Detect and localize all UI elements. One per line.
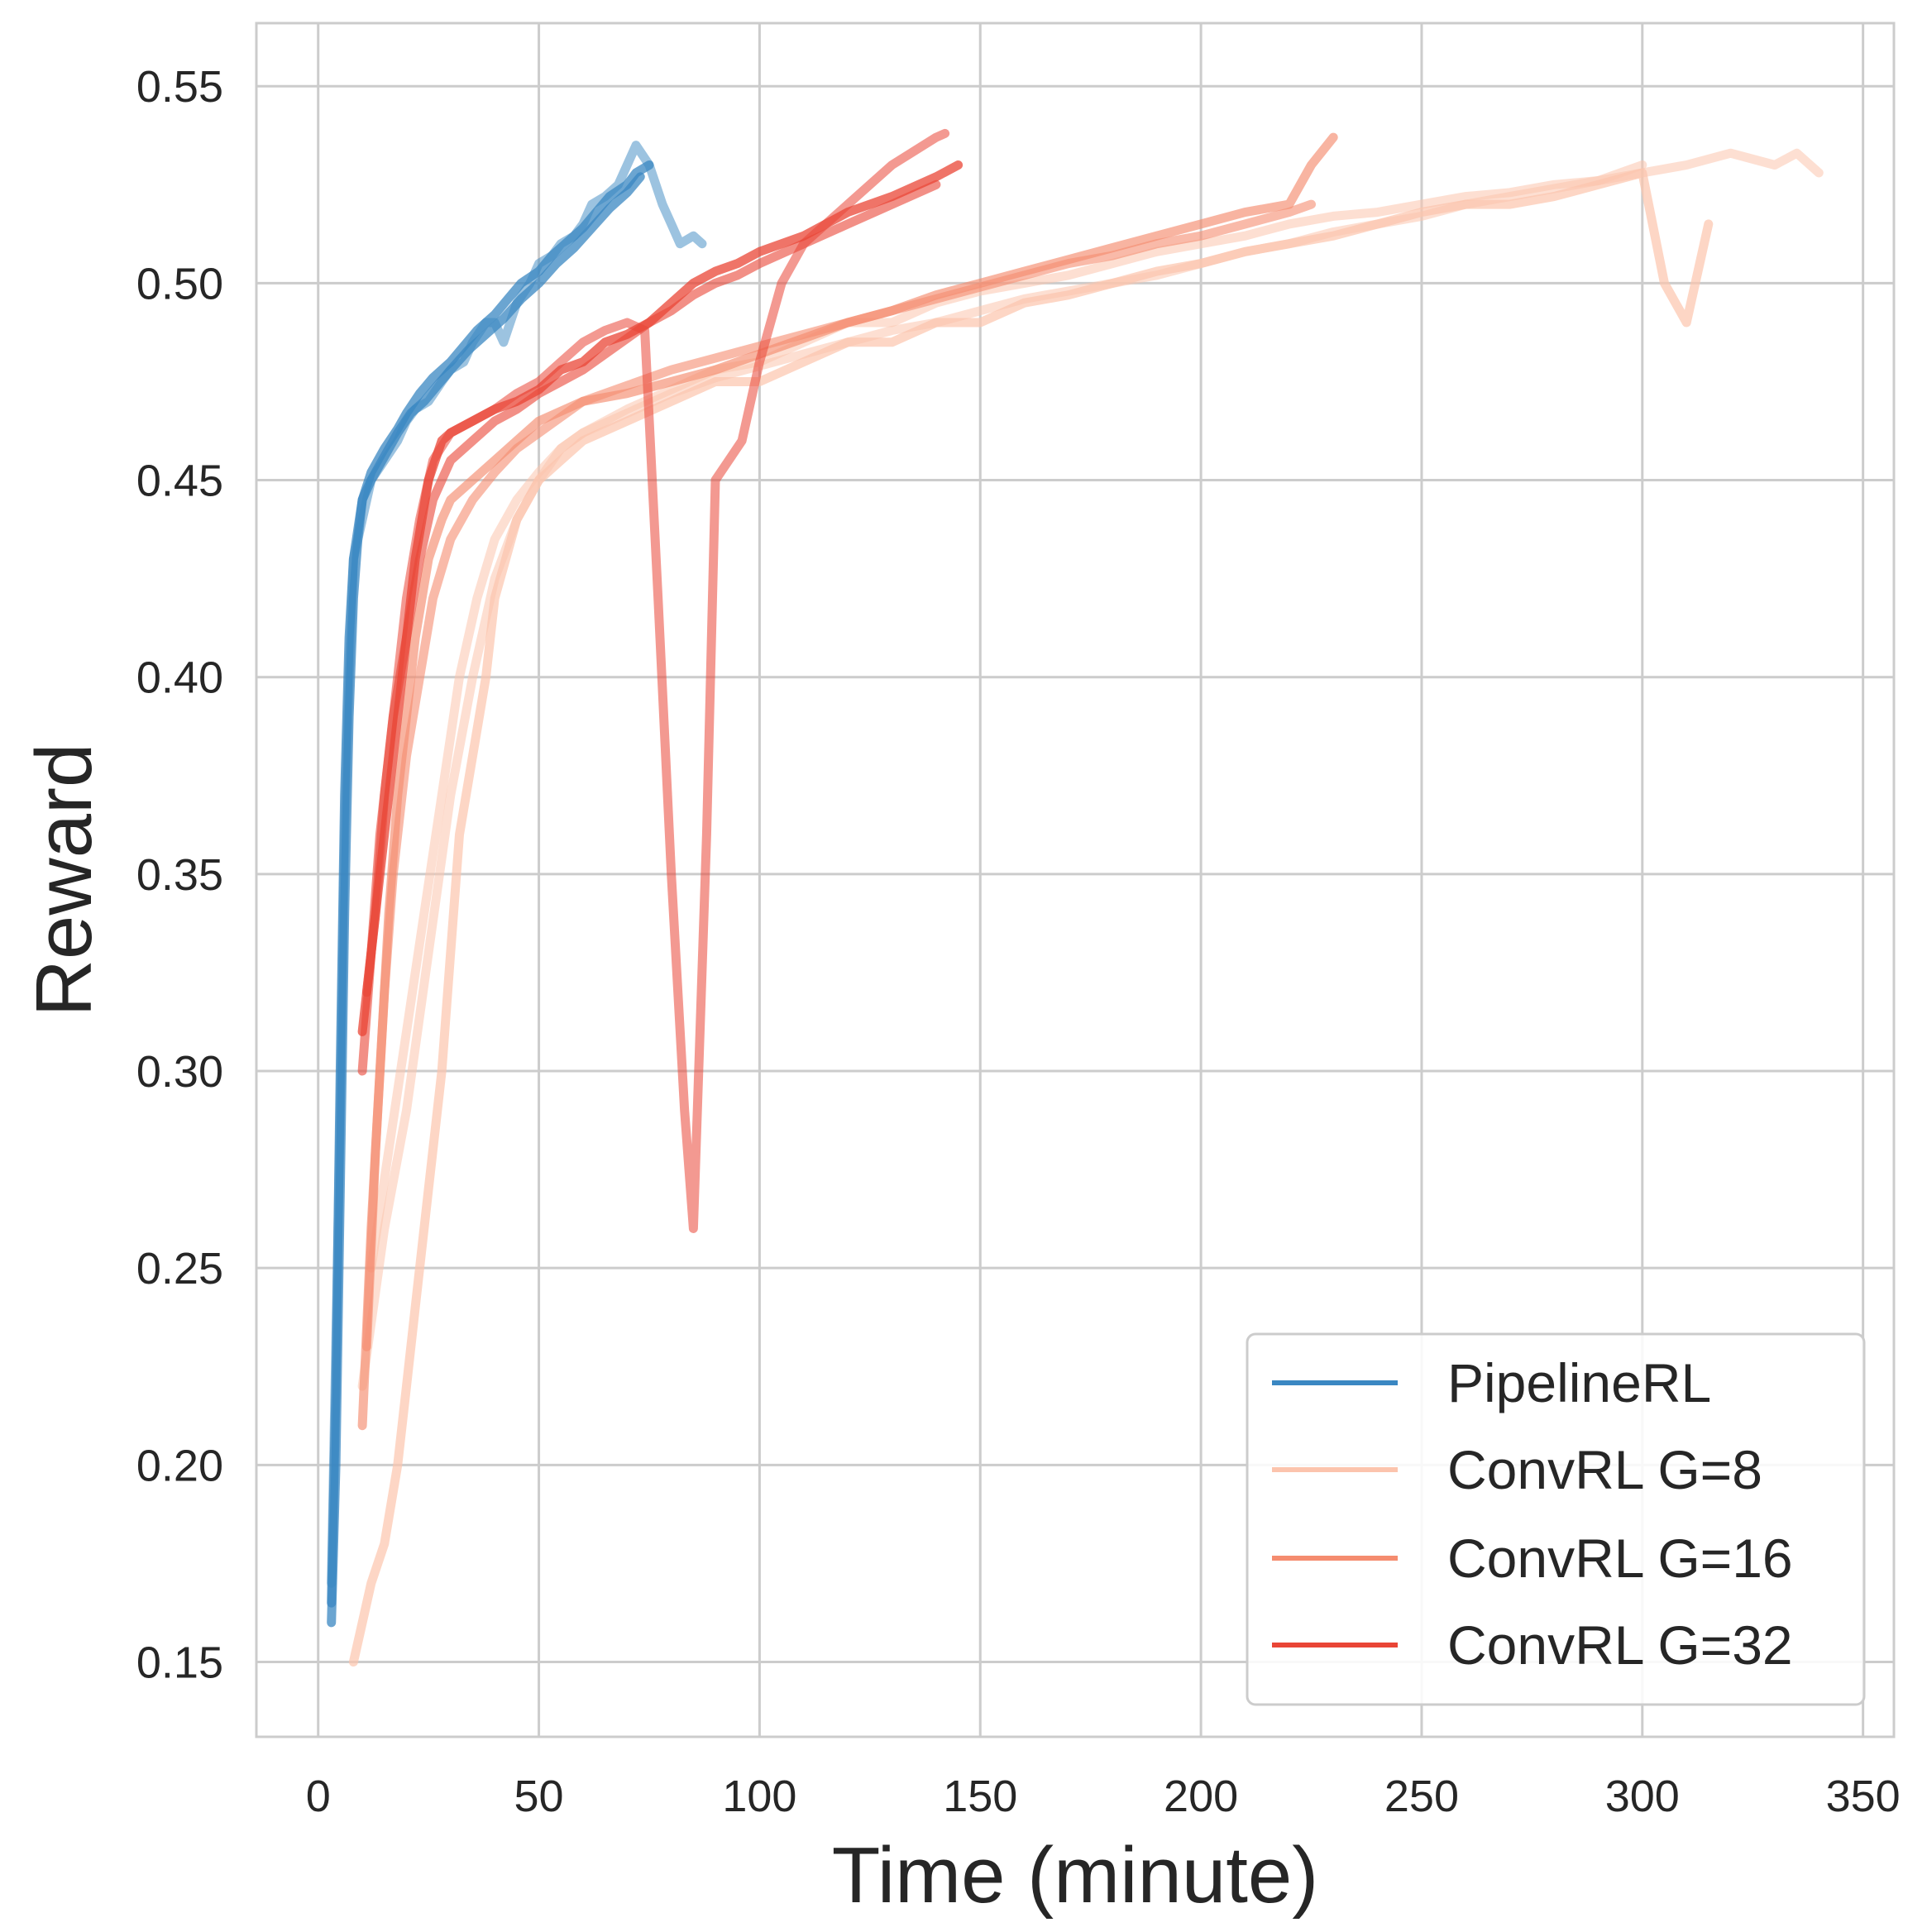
y-tick-label: 0.25: [136, 1244, 223, 1294]
y-axis-label: Reward: [20, 744, 108, 1017]
plot-lines: [327, 128, 1824, 1667]
x-axis-label: Time (minute): [832, 1831, 1319, 1920]
series-line-convrl-g-16-run-7: [361, 199, 1316, 1351]
plot-area-frame: [255, 22, 1896, 1738]
y-tick-label: 0.40: [136, 653, 223, 703]
x-tick-label: 200: [1164, 1772, 1238, 1821]
x-axis-ticks: 0 50 100 150 200 250 300 350: [306, 1772, 1901, 1821]
series-line-convrl-g-16-run-6: [357, 132, 1338, 1431]
x-tick-label: 250: [1384, 1772, 1459, 1821]
y-tick-label: 0.30: [136, 1047, 223, 1097]
x-tick-label: 0: [306, 1772, 331, 1821]
y-tick-label: 0.55: [136, 62, 223, 112]
series-line-convrl-g-8-run-5: [366, 160, 1647, 1273]
legend-label-pipelinerl: PipelineRL: [1447, 1352, 1711, 1413]
x-tick-label: 350: [1826, 1772, 1901, 1821]
y-axis-ticks: 0.15 0.20 0.25 0.30 0.35 0.40 0.45 0.50 0.55: [136, 62, 223, 1687]
legend-label-convrl-g32: ConvRL G=32: [1447, 1614, 1793, 1676]
y-tick-label: 0.20: [136, 1441, 223, 1490]
y-tick-label: 0.50: [136, 259, 223, 308]
x-tick-label: 150: [943, 1772, 1017, 1821]
x-tick-label: 300: [1605, 1772, 1680, 1821]
x-tick-label: 100: [722, 1772, 796, 1821]
y-tick-label: 0.15: [136, 1638, 223, 1687]
legend-label-convrl-g8: ConvRL G=8: [1447, 1439, 1762, 1500]
series-line-convrl-g-32-run-10: [357, 179, 941, 1076]
legend-box: [1246, 1332, 1866, 1706]
legend-label-convrl-g16: ConvRL G=16: [1447, 1528, 1793, 1589]
y-tick-label: 0.45: [136, 457, 223, 506]
legend: PipelineRL ConvRL G=8 ConvRL G=16 ConvRL…: [1246, 1332, 1866, 1706]
series-line-pipelinerl-run-2: [327, 172, 645, 1608]
x-tick-label: 50: [514, 1772, 564, 1821]
y-tick-label: 0.35: [136, 850, 223, 900]
